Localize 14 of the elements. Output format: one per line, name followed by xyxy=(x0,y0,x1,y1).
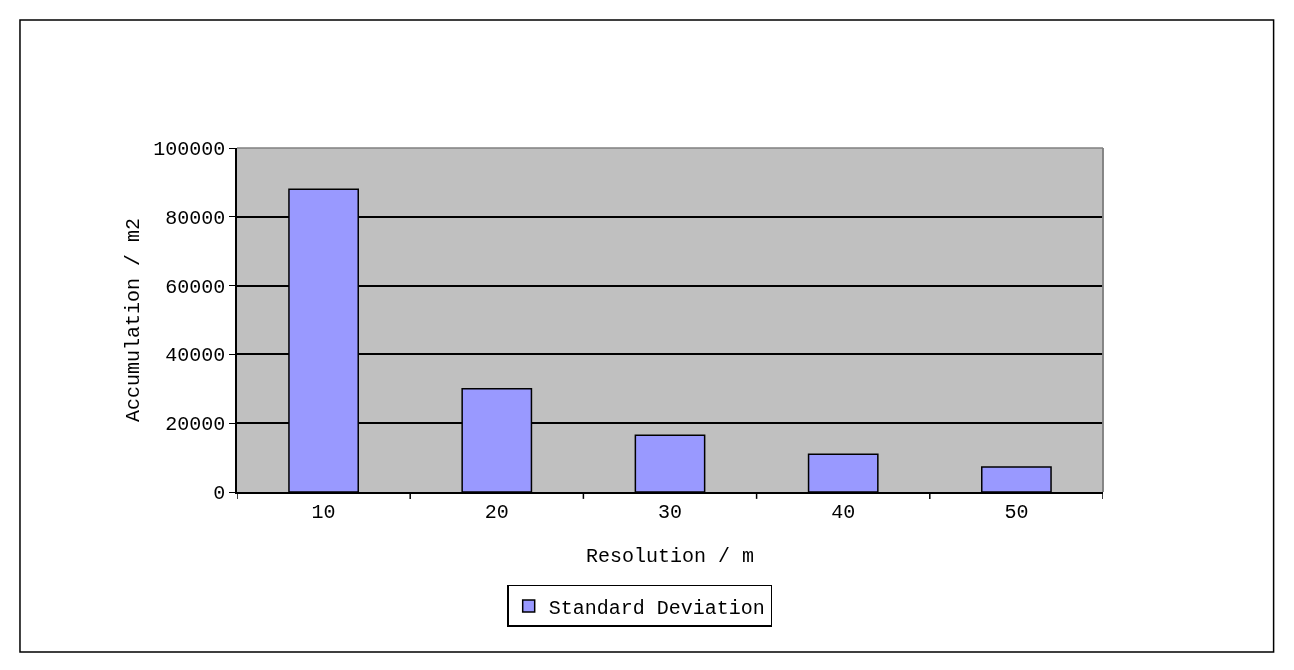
y-tick-label: 80000 xyxy=(165,206,226,230)
x-axis-title: Resolution / m xyxy=(585,544,755,568)
x-tick-label: 20 xyxy=(484,500,509,524)
y-tick-label: 100000 xyxy=(153,138,226,161)
y-tick-label: 20000 xyxy=(165,413,226,437)
x-tick-label: 50 xyxy=(1004,500,1029,524)
y-tick-label: 60000 xyxy=(165,275,226,299)
legend-label: Standard Deviation xyxy=(548,596,765,620)
x-tick-label: 10 xyxy=(311,500,336,524)
y-axis-title: Accumulation / m2 xyxy=(122,217,146,423)
x-tick-label: 40 xyxy=(831,500,856,524)
y-tick-label: 0 xyxy=(213,482,226,505)
y-tick-label: 40000 xyxy=(165,344,226,368)
x-tick-label: 30 xyxy=(657,500,683,524)
